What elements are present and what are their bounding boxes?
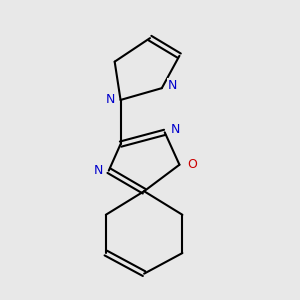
- Text: O: O: [187, 158, 197, 171]
- Text: N: N: [171, 123, 180, 136]
- Text: N: N: [105, 93, 115, 106]
- Text: N: N: [168, 79, 177, 92]
- Text: N: N: [94, 164, 103, 177]
